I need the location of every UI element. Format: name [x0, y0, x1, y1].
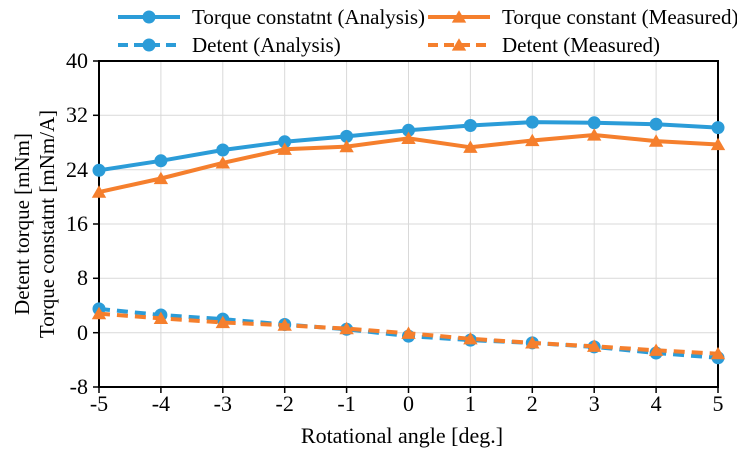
x-tick-label: 3: [588, 391, 600, 416]
legend-sample-marker: [451, 38, 467, 51]
data-marker: [91, 306, 107, 320]
data-marker: [215, 156, 230, 169]
x-tick-label: 4: [650, 391, 662, 416]
data-marker: [91, 185, 107, 198]
x-tick-label: 0: [403, 391, 414, 416]
y-tick-label: 24: [66, 156, 88, 182]
x-tick-label: -4: [151, 391, 171, 416]
x-tick-label: -1: [337, 391, 356, 416]
data-marker: [711, 121, 725, 135]
data-marker: [277, 142, 292, 155]
y-tick-label: 40: [66, 48, 88, 73]
y-tick-label: 32: [66, 102, 88, 128]
plot-border: [98, 60, 719, 388]
data-marker: [649, 117, 663, 131]
legend-item-detent-measured: Detent (Measured): [428, 33, 660, 57]
x-tick-label: 1: [464, 391, 476, 416]
data-marker: [587, 339, 602, 352]
data-marker: [277, 318, 292, 331]
y-tick-label: 16: [66, 211, 88, 236]
data-marker: [587, 116, 601, 130]
data-marker: [587, 128, 602, 141]
data-marker: [463, 119, 477, 132]
legend-line-sample-torque-measured: [428, 10, 490, 23]
data-marker: [401, 326, 416, 339]
legend-sample-marker: [142, 38, 156, 52]
data-marker: [340, 129, 354, 143]
data-marker: [710, 137, 726, 151]
y-tick-label: 0: [77, 319, 88, 345]
data-marker: [525, 133, 540, 147]
legend-label-torque-measured: Torque constant (Measured): [502, 4, 737, 29]
data-marker: [153, 171, 169, 185]
y-tick-label: 8: [77, 265, 88, 291]
data-marker: [153, 311, 169, 324]
data-marker: [154, 154, 168, 168]
x-tick-label: -3: [213, 391, 232, 416]
data-marker: [216, 143, 230, 157]
data-marker: [648, 134, 664, 147]
data-marker: [402, 123, 415, 137]
legend-item-detent-analysis: Detent (Analysis): [118, 33, 341, 57]
data-marker: [215, 315, 230, 329]
x-tick-label: -2: [275, 391, 294, 416]
legend-line-sample-detent-analysis: [118, 38, 180, 52]
legend-sample-marker: [451, 10, 467, 23]
x-tick-label: 5: [712, 391, 724, 416]
data-marker: [339, 139, 354, 153]
data-marker: [525, 336, 540, 349]
legend-item-torque-analysis: Torque constatnt (Analysis): [118, 5, 425, 29]
y-tick-label: -8: [69, 374, 88, 399]
data-marker: [710, 346, 726, 360]
data-marker: [401, 131, 416, 144]
data-marker: [463, 140, 478, 153]
legend-label-detent-analysis: Detent (Analysis): [192, 32, 341, 57]
data-marker: [92, 163, 106, 177]
data-marker: [339, 321, 354, 335]
x-tick-label: -5: [89, 391, 109, 416]
legend-sample-marker: [142, 10, 156, 24]
data-marker: [463, 332, 478, 345]
legend-item-torque-measured: Torque constant (Measured): [428, 5, 737, 29]
data-marker: [648, 343, 664, 356]
legend-line-sample-torque-analysis: [118, 10, 180, 24]
x-axis-title: Rotational angle [deg.]: [300, 423, 504, 448]
legend-line-sample-detent-measured: [428, 38, 490, 51]
data-marker: [278, 135, 292, 149]
x-tick-label: 2: [526, 391, 538, 416]
data-marker: [525, 115, 539, 129]
legend-label-torque-analysis: Torque constatnt (Analysis): [192, 4, 425, 29]
legend-label-detent-measured: Detent (Measured): [502, 32, 661, 57]
